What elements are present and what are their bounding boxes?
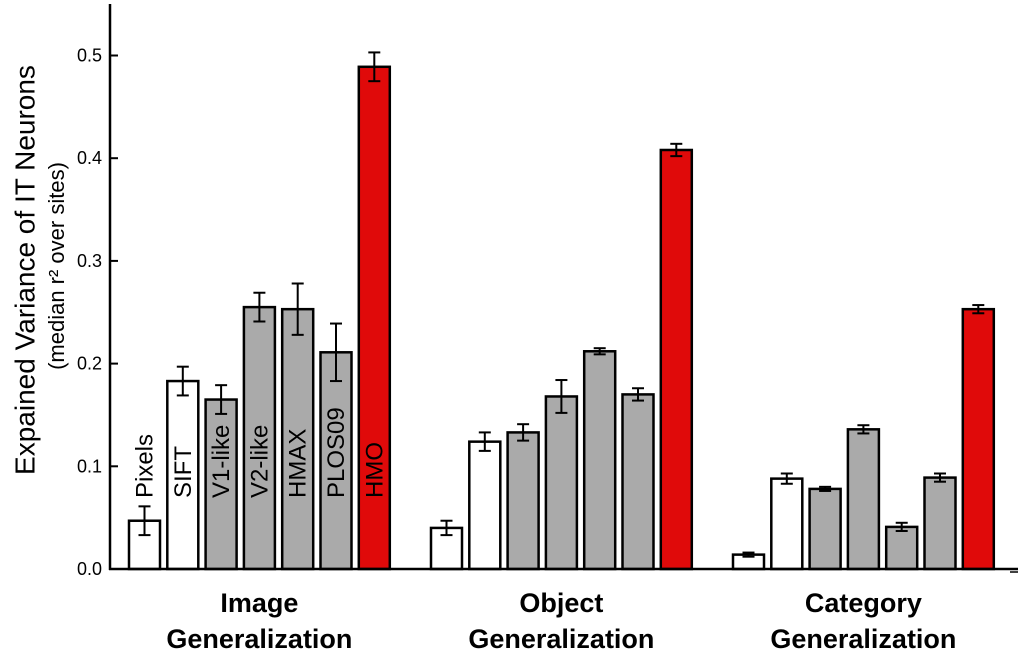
error-bar-pixels-1 [440,519,453,537]
group-label-2-line1: Category [805,588,922,618]
bar-v2-like-0 [242,305,277,571]
error-bar-pixels-0 [138,505,151,537]
error-bar-v1-like-1 [517,423,530,442]
series-label-v2-like: V2-like [246,425,273,498]
bar-labels-layer: Pixels SIFT V1-like V2-like HMAX PLOS09 HMO [132,407,389,498]
error-bar-v2-like-1 [555,379,568,414]
error-bar-plos09-1 [632,387,644,402]
y-tick-label-0.2: 0.2 [77,354,102,374]
bar-v1-like-2 [808,487,842,571]
error-bar-sift-2 [780,472,793,485]
series-label-sift: SIFT [170,446,197,498]
error-bar-v1-like-0 [215,384,228,415]
bar-v1-like-1 [506,431,540,571]
error-bar-hmax-1 [593,347,606,356]
group-label-0-line1: Image [220,588,298,618]
series-label-plos09: PLOS09 [323,407,350,498]
bar-hmax-2 [884,525,919,571]
y-tick-label-0.0: 0.0 [77,559,102,579]
error-bar-plos09-0 [330,322,342,383]
y-axis-label: Expained Variance of IT Neurons [9,65,40,475]
y-axis-sublabel: (median r² over sites) [44,162,69,370]
bar-hmax-0 [280,307,315,571]
bar-v2-like-2 [846,428,881,571]
group-label-1-line2: Generalization [468,624,654,654]
group-label-2-line2: Generalization [770,624,956,654]
series-label-hmax: HMAX [285,429,312,498]
bar-hmo-2 [961,307,996,571]
series-label-hmo: HMO [361,442,388,498]
error-bar-pixels-2 [742,551,755,558]
error-bar-sift-1 [478,431,491,452]
series-label-v1-like: V1-like [208,425,235,498]
bar-plos09-1 [621,393,655,571]
group-label-1-line1: Object [519,588,603,618]
error-bar-v1-like-2 [819,485,832,492]
bar-hmo-0 [357,65,392,571]
error-bar-v2-like-2 [857,424,870,435]
bar-sift-1 [468,440,502,571]
error-bar-hmo-2 [972,304,985,315]
error-bar-v2-like-0 [253,291,266,323]
bars-layer [127,65,996,571]
error-bar-hmax-0 [291,282,304,336]
error-bars-layer [138,51,985,558]
series-label-pixels: Pixels [132,434,159,498]
bar-sift-2 [770,477,804,571]
y-tick-label-0.3: 0.3 [77,251,102,271]
y-tick-label-0.1: 0.1 [77,456,102,476]
y-tick-label-0.5: 0.5 [77,46,102,66]
y-tick-label-0.4: 0.4 [77,148,102,168]
error-bar-hmax-2 [895,521,908,533]
error-bar-hmo-0 [368,51,381,83]
bar-plos09-0 [319,351,353,571]
group-label-0-line2: Generalization [166,624,352,654]
bar-hmo-1 [659,148,694,571]
bar-hmax-1 [582,350,617,571]
error-bar-hmo-1 [670,142,683,158]
bar-plos09-2 [923,476,957,571]
bar-sift-0 [166,379,200,571]
axes-layer: 0.0 0.1 0.2 0.3 0.4 0.5 [77,4,1018,579]
group-labels-layer: Image Generalization Object Generalization C… [166,588,956,654]
error-bar-plos09-2 [934,472,946,483]
bar-v2-like-1 [544,395,579,571]
error-bar-sift-0 [176,365,189,397]
